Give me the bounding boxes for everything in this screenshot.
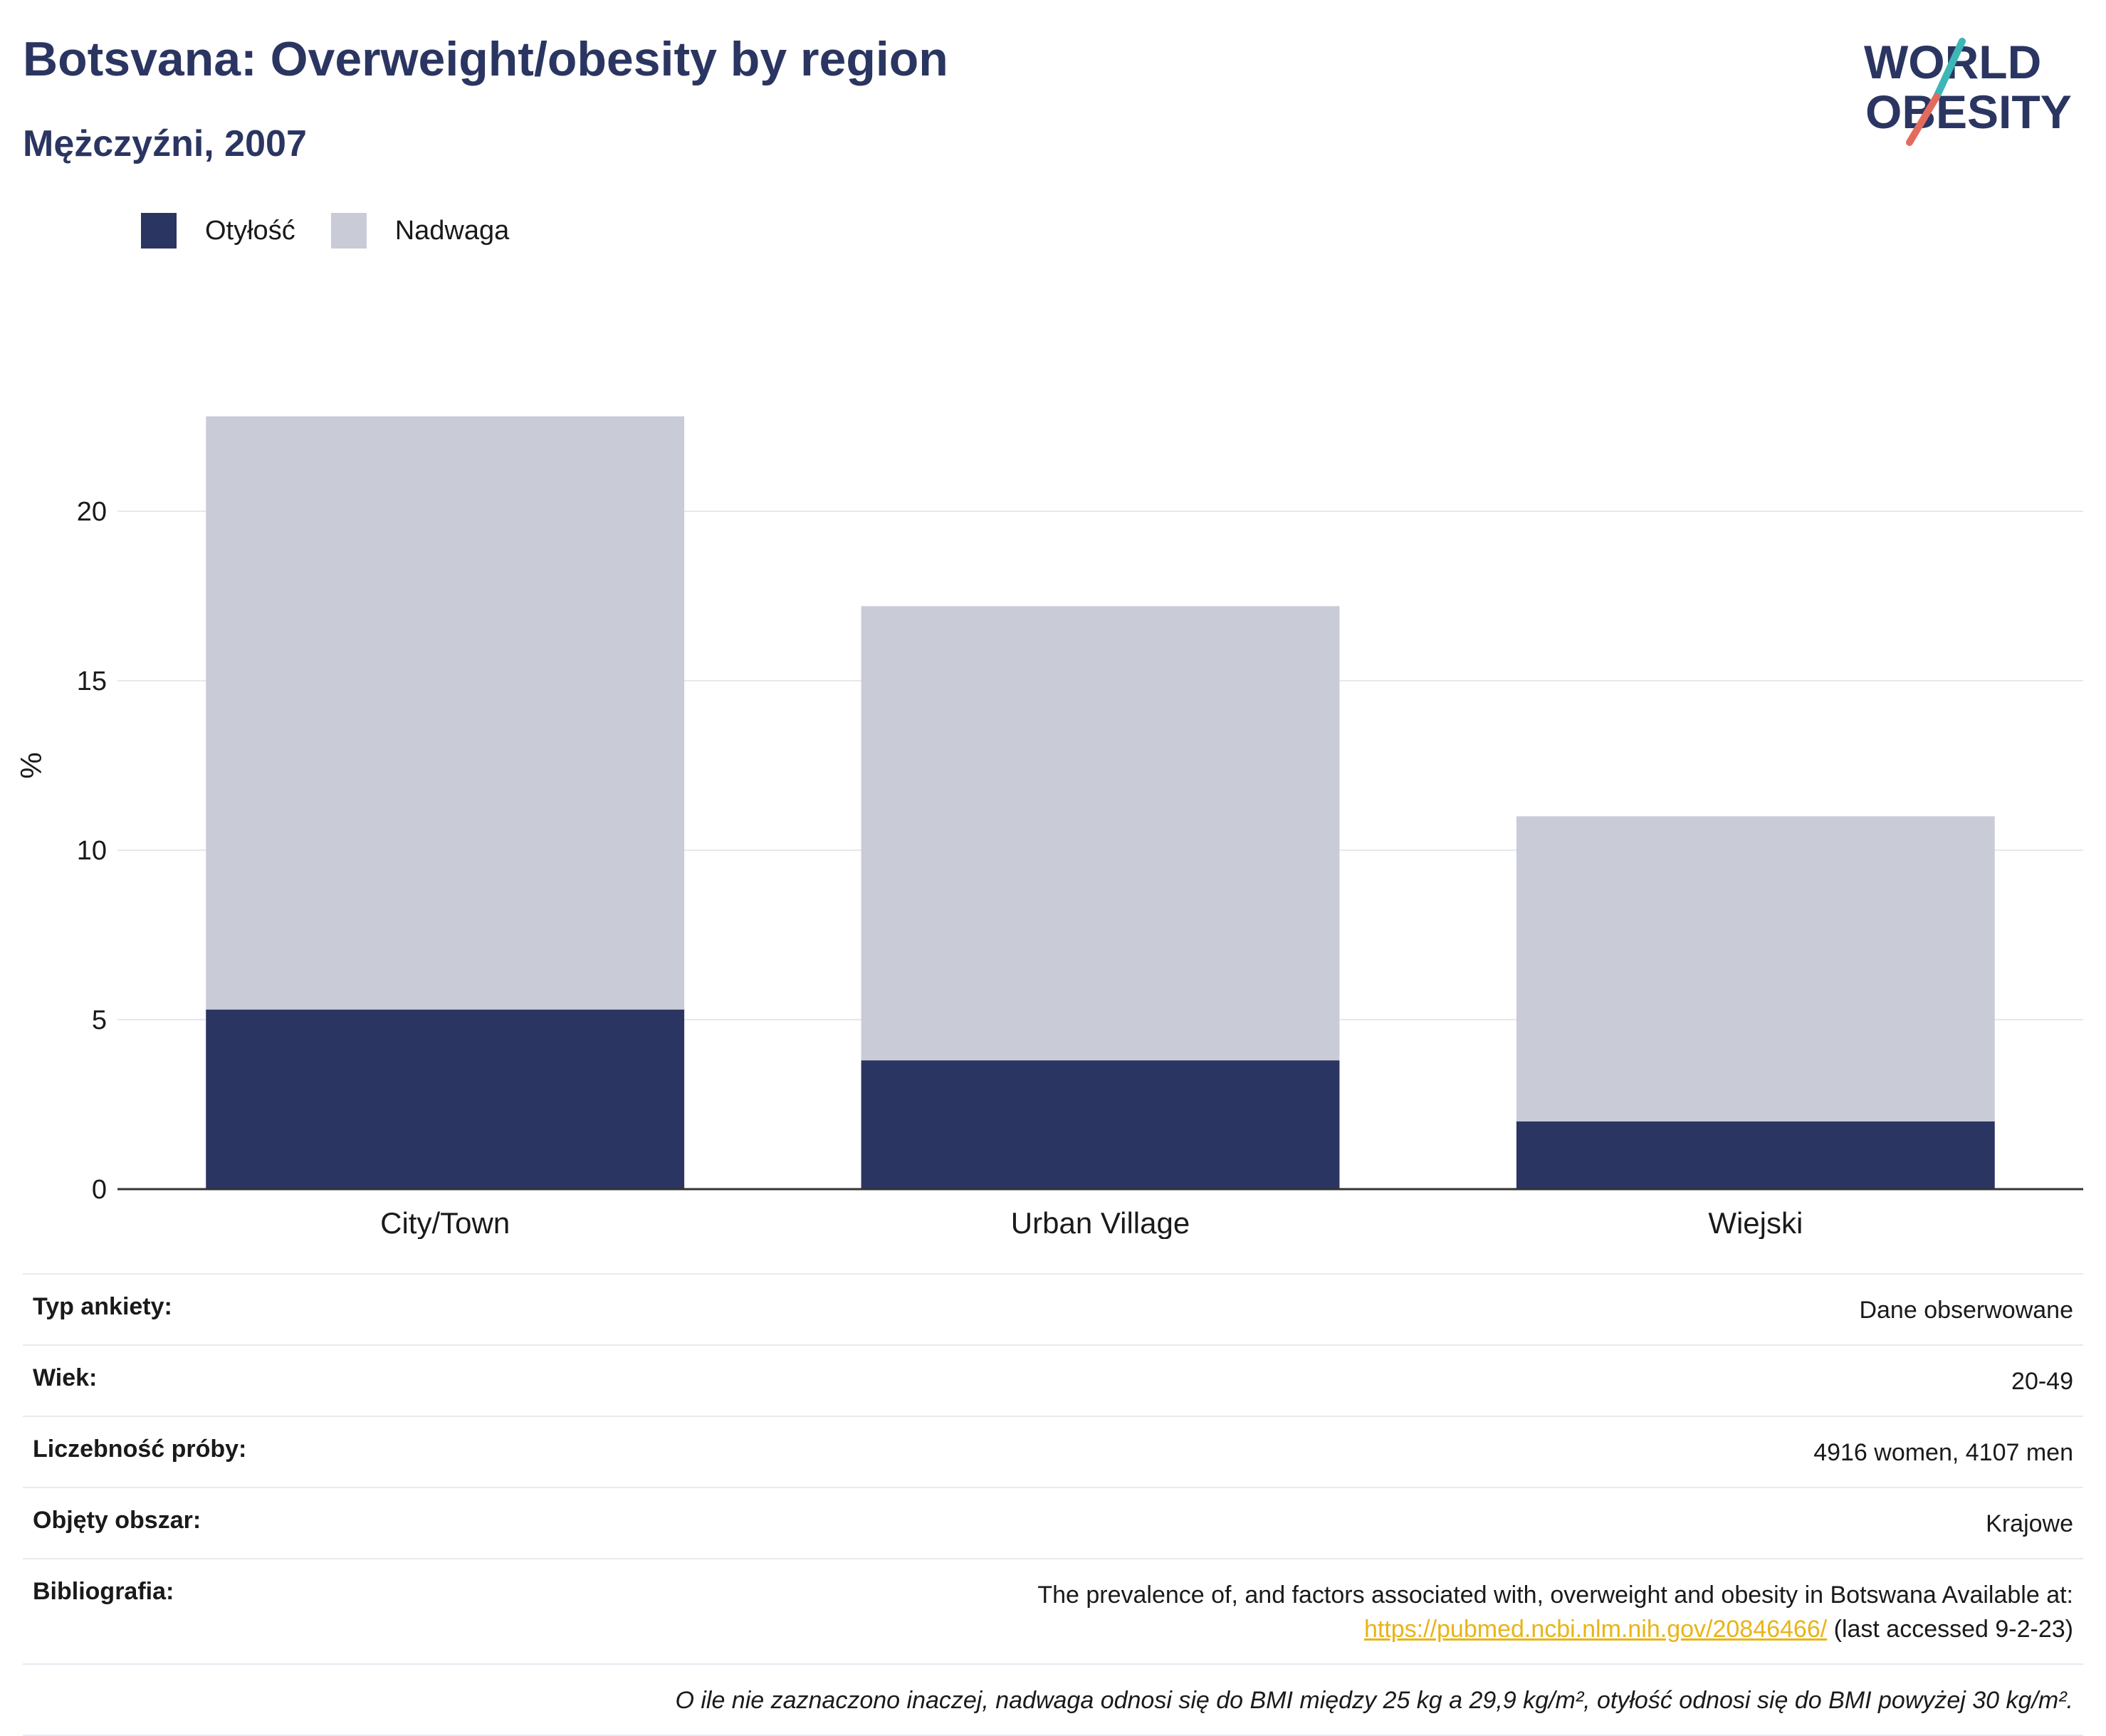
x-tick-label: Wiejski bbox=[1708, 1206, 1803, 1239]
meta-value: Krajowe bbox=[1986, 1510, 2073, 1537]
legend: Otyłość Nadwaga bbox=[141, 212, 545, 249]
meta-row-survey-type: Typ ankiety: Dane obserwowane bbox=[23, 1273, 2083, 1344]
bar-Otyłość-0 bbox=[206, 1009, 685, 1189]
bar-Nadwaga-0 bbox=[206, 416, 685, 1010]
bar-Nadwaga-1 bbox=[861, 606, 1340, 1061]
metadata-table: Typ ankiety: Dane obserwowane Wiek: 20-4… bbox=[23, 1273, 2083, 1736]
logo-slash-top bbox=[1933, 38, 1966, 100]
meta-value: 4916 women, 4107 men bbox=[1813, 1439, 2073, 1466]
bibliography-suffix: (last accessed 9-2-23) bbox=[1827, 1616, 2073, 1643]
y-tick-label: 5 bbox=[92, 1005, 107, 1035]
bar-Otyłość-1 bbox=[861, 1060, 1340, 1189]
chart-subtitle: Mężczyźni, 2007 bbox=[23, 123, 307, 164]
legend-label-obesity: Otyłość bbox=[205, 215, 295, 246]
bar-Otyłość-2 bbox=[1516, 1121, 1995, 1189]
meta-value: The prevalence of, and factors associate… bbox=[1037, 1578, 2073, 1646]
y-tick-label: 10 bbox=[77, 836, 107, 866]
legend-item-obesity[interactable]: Otyłość bbox=[141, 213, 295, 249]
x-tick-label: Urban Village bbox=[1011, 1206, 1190, 1239]
bar-Nadwaga-2 bbox=[1516, 816, 1995, 1121]
legend-swatch-overweight bbox=[330, 213, 367, 249]
meta-row-area: Objęty obszar: Krajowe bbox=[23, 1487, 2083, 1558]
legend-swatch-obesity bbox=[141, 213, 177, 249]
meta-key: Wiek: bbox=[33, 1364, 98, 1391]
meta-key: Bibliografia: bbox=[33, 1578, 174, 1605]
bar-chart: 0 5 10 15 20% City/Town Urban Village Wiejski bbox=[14, 416, 2083, 1239]
chart-title: Botsvana: Overweight/obesity by region bbox=[23, 32, 948, 86]
legend-label-overweight: Nadwaga bbox=[394, 215, 510, 246]
meta-key: Typ ankiety: bbox=[33, 1293, 172, 1320]
meta-key: Objęty obszar: bbox=[33, 1507, 201, 1534]
meta-row-bibliography: Bibliografia: The prevalence of, and fac… bbox=[23, 1558, 2083, 1663]
logo-slash-bottom bbox=[1906, 93, 1940, 146]
world-obesity-logo: WORLD OBESITY bbox=[1864, 36, 2072, 146]
y-axis-label: % bbox=[14, 752, 48, 778]
x-tick-label: City/Town bbox=[380, 1206, 510, 1239]
legend-item-overweight[interactable]: Nadwaga bbox=[330, 213, 510, 249]
logo-line2: OBESITY bbox=[1865, 85, 2072, 138]
y-tick-label: 20 bbox=[77, 497, 107, 527]
bibliography-text: The prevalence of, and factors associate… bbox=[1037, 1581, 2073, 1609]
meta-key: Liczebność próby: bbox=[33, 1436, 247, 1463]
y-tick-label: 15 bbox=[77, 666, 107, 696]
meta-value: 20-49 bbox=[2011, 1368, 2073, 1395]
y-tick-label: 0 bbox=[92, 1175, 107, 1205]
footnote: O ile nie zaznaczono inaczej, nadwaga od… bbox=[23, 1663, 2083, 1736]
bibliography-link[interactable]: https://pubmed.ncbi.nlm.nih.gov/20846466… bbox=[1363, 1616, 1828, 1643]
meta-row-age: Wiek: 20-49 bbox=[23, 1344, 2083, 1416]
meta-value: Dane obserwowane bbox=[1859, 1297, 2073, 1324]
footnote-text: O ile nie zaznaczono inaczej, nadwaga od… bbox=[675, 1687, 2073, 1714]
meta-row-sample-size: Liczebność próby: 4916 women, 4107 men bbox=[23, 1416, 2083, 1487]
